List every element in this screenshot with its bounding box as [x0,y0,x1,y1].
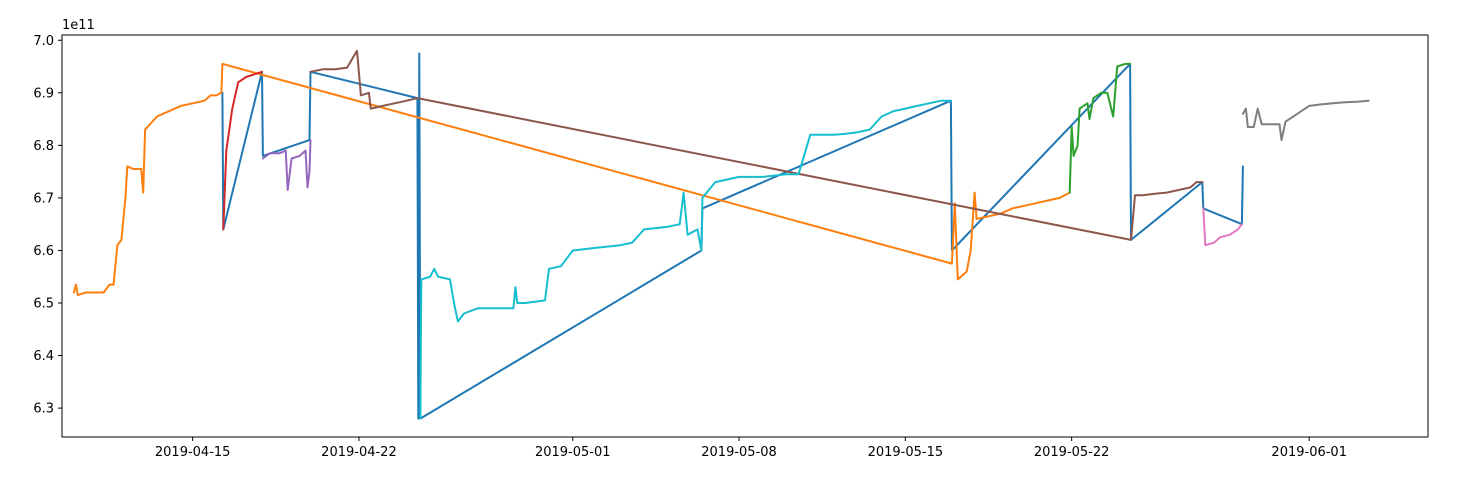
series-line-8 [1241,99,1370,142]
series-line-7 [1202,207,1243,247]
series-line-2 [72,62,1071,297]
x-axis: 2019-04-15 2019-04-22 2019-05-01 2019-05-08… [155,437,1347,460]
y-axis-offset-label: 1e11 [62,18,95,33]
y-tick-label: 6.3 [33,402,54,417]
series-line-4 [222,70,263,231]
series-layer [72,49,1370,420]
x-tick-label: 2019-06-01 [1271,445,1347,460]
y-tick-label: 6.6 [33,244,54,259]
y-tick-label: 6.9 [33,86,54,101]
series-line-9 [419,99,952,420]
x-tick-label: 2019-05-01 [535,445,611,460]
y-tick-label: 6.8 [33,139,54,154]
x-tick-label: 2019-05-08 [701,445,777,460]
x-tick-label: 2019-04-15 [155,445,231,460]
y-axis: 6.3 6.4 6.5 6.6 6.7 6.8 6.9 7.0 [33,34,62,417]
y-tick-label: 6.5 [33,297,54,312]
y-tick-label: 6.7 [33,191,54,206]
x-tick-label: 2019-05-22 [1034,445,1110,460]
series-line-5 [261,139,312,191]
y-tick-label: 6.4 [33,349,54,364]
x-tick-label: 2019-05-15 [868,445,944,460]
y-tick-label: 7.0 [33,34,54,49]
plot-area-frame [61,34,1429,438]
x-tick-label: 2019-04-22 [321,445,397,460]
series-line-6 [309,49,1204,241]
series-line-3 [1068,62,1132,194]
